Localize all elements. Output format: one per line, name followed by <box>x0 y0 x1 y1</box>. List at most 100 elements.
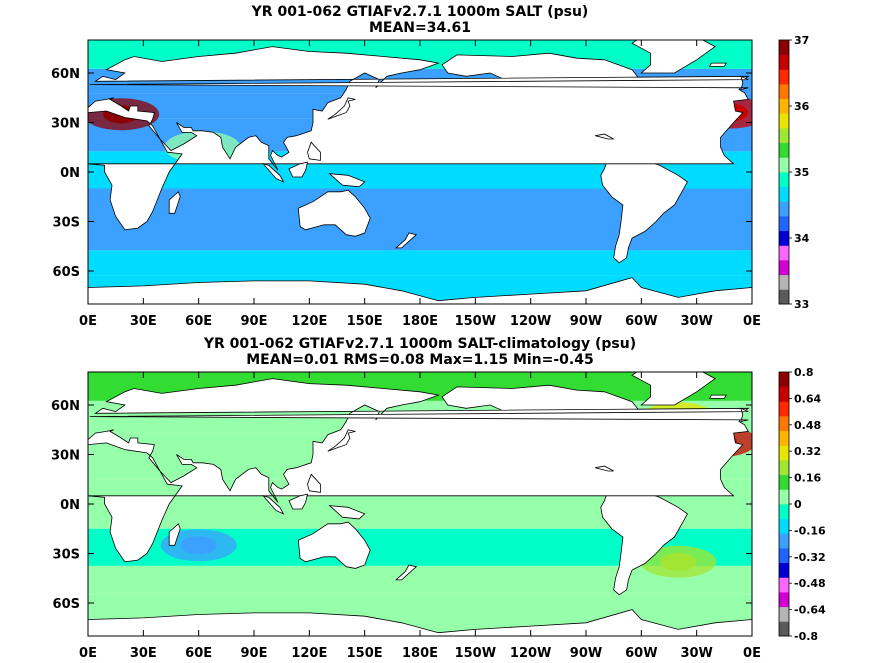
japan-landmass <box>327 97 356 120</box>
uk-landmass <box>89 407 749 423</box>
x-tick-label: 150E <box>347 314 383 329</box>
new-guinea-landmass <box>328 173 366 188</box>
madagascar-landmass <box>168 191 181 214</box>
x-tick-label: 120E <box>291 646 327 661</box>
x-tick-label: 30E <box>130 646 157 661</box>
colorbar-segment <box>779 186 789 202</box>
colorbar-segment <box>779 260 789 276</box>
colorbar-segment <box>779 69 789 85</box>
colorbar-segment <box>779 201 789 217</box>
eurafrica-landmass <box>88 46 750 231</box>
colorbar-segment <box>779 157 789 173</box>
y-tick-label: 30N <box>51 449 80 464</box>
colorbar-segment <box>779 172 789 188</box>
x-tick-label: 120E <box>291 314 327 329</box>
colorbar-label: -0.16 <box>794 524 826 537</box>
colorbar-label: -0.32 <box>794 551 826 564</box>
south-atlantic-positive-core <box>660 552 697 571</box>
colorbar-segment <box>779 489 789 505</box>
iceland-landmass <box>708 62 727 67</box>
x-tick-label: 30W <box>680 646 712 661</box>
colorbar-segment <box>779 430 789 446</box>
madagascar-landmass <box>168 523 181 546</box>
x-tick-label: 90E <box>241 314 268 329</box>
x-tick-label: 180E <box>402 314 438 329</box>
colorbar-segment <box>779 548 789 564</box>
antarctica-landmass <box>88 609 752 636</box>
bottom-map-panel: 0E 30E 60E 90E 120E 150E 180E 150W 120W 90W 60W 30W… <box>51 366 826 661</box>
borneo-landmass <box>288 493 309 510</box>
colorbar-label: -0.8 <box>794 630 818 643</box>
colorbar-segment <box>779 533 789 549</box>
new-zealand-landmass <box>394 232 418 249</box>
x-tick-label: 90W <box>570 314 602 329</box>
colorbar-segment <box>779 84 789 100</box>
indian-ocean-fresh-core <box>180 536 217 555</box>
colorbar-label: -0.64 <box>794 604 826 617</box>
colorbar-segment <box>779 592 789 608</box>
x-tick-label: 90W <box>570 646 602 661</box>
colorbar-segment <box>779 518 789 534</box>
x-tick-label: 150E <box>347 646 383 661</box>
colorbar-segment <box>779 621 789 637</box>
top-chart-title: YR 001-062 GTIAFv2.7.1 1000m SALT (psu) <box>251 4 589 20</box>
x-tick-label: 90E <box>241 646 268 661</box>
colorbar-segment <box>779 401 789 417</box>
colorbar-segment <box>779 245 789 261</box>
south-america-landmass <box>600 485 688 596</box>
y-tick-label: 0N <box>60 498 80 513</box>
colorbar-segment <box>779 416 789 432</box>
colorbar-label: 0 <box>794 498 802 511</box>
top-chart-subtitle: MEAN=34.61 <box>368 20 472 36</box>
bottom-chart-subtitle: MEAN=0.01 RMS=0.08 Max=1.15 Min=-0.45 <box>246 352 594 368</box>
colorbar-label: 35 <box>794 166 809 179</box>
colorbar-segment <box>779 606 789 622</box>
colorbar-segment <box>779 230 789 246</box>
eurafrica-landmass <box>88 378 750 563</box>
x-tick-label: 30W <box>680 314 712 329</box>
x-tick-label: 120W <box>510 314 551 329</box>
colorbar-segment <box>779 142 789 158</box>
colorbar-label: 0.32 <box>794 445 821 458</box>
uk-landmass <box>89 75 749 91</box>
philippines-landmass <box>307 141 321 161</box>
colorbar-segment <box>779 372 789 388</box>
colorbar-segment <box>779 460 789 476</box>
field-band <box>88 250 752 276</box>
colorbar-segment <box>779 445 789 461</box>
colorbar-segment <box>779 274 789 290</box>
colorbar-segment <box>779 289 789 305</box>
colorbar-label: 0.8 <box>794 366 814 379</box>
borneo-landmass <box>288 161 309 178</box>
colorbar-label: 36 <box>794 100 810 113</box>
x-tick-label: 150W <box>455 646 496 661</box>
y-tick-label: 60S <box>53 265 80 280</box>
y-tick-label: 60S <box>53 597 80 612</box>
colorbar-label: 0.16 <box>794 472 821 485</box>
new-zealand-landmass <box>394 564 418 581</box>
x-tick-label: 150W <box>455 314 496 329</box>
colorbar-label: 33 <box>794 298 809 311</box>
y-tick-label: 30N <box>51 117 80 132</box>
south-america-landmass <box>600 153 688 264</box>
field-band <box>88 221 752 251</box>
x-tick-label: 0E <box>743 646 761 661</box>
x-tick-label: 60W <box>625 646 657 661</box>
colorbar-label: 34 <box>794 232 810 245</box>
australia-landmass <box>297 189 371 237</box>
colorbar-segment <box>779 504 789 520</box>
philippines-landmass <box>307 473 321 493</box>
x-tick-label: 0E <box>79 314 97 329</box>
greenland-landmass <box>631 40 716 74</box>
colorbar-segment <box>779 216 789 232</box>
x-tick-label: 60E <box>185 314 212 329</box>
y-tick-label: 30S <box>53 548 80 563</box>
x-tick-label: 0E <box>743 314 761 329</box>
iceland-landmass <box>708 394 727 399</box>
greenland-landmass <box>631 372 716 406</box>
x-tick-label: 120W <box>510 646 551 661</box>
colorbar-segment <box>779 128 789 144</box>
colorbar-segment <box>779 562 789 578</box>
colorbar-segment <box>779 54 789 70</box>
